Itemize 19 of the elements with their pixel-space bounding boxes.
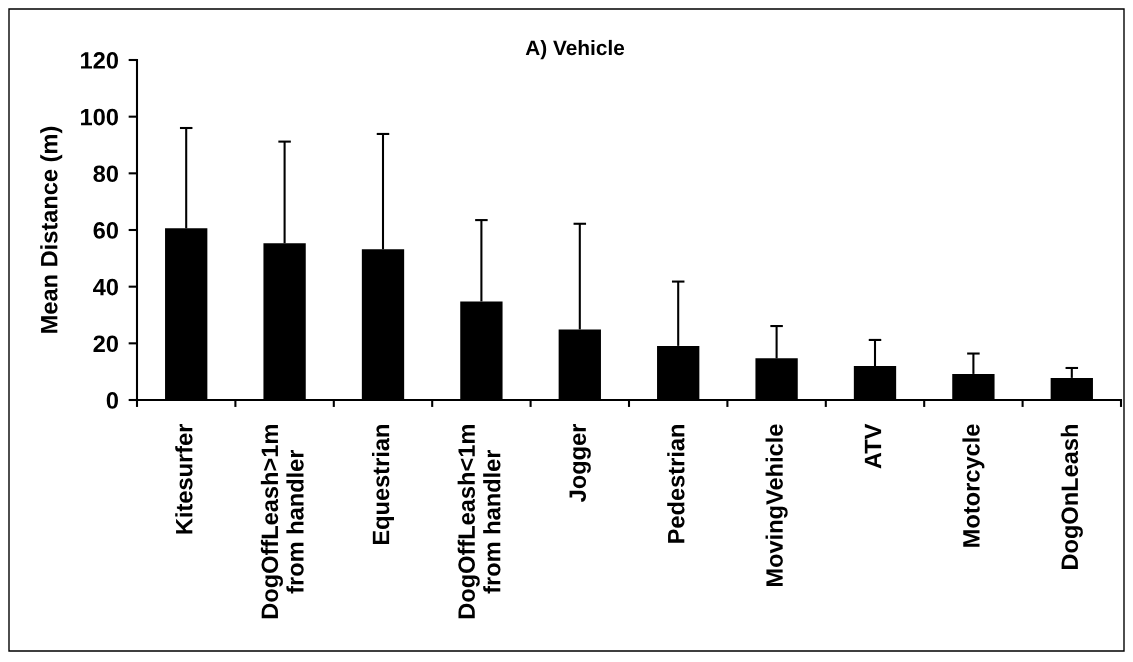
- y-tick-label: 20: [93, 335, 118, 353]
- y-tick-label: 80: [93, 165, 118, 183]
- y-tick-label: 100: [81, 108, 118, 126]
- y-tick-label: 60: [93, 222, 118, 239]
- x-tick-label: DogOffLeash<1m from handler: [457, 425, 501, 619]
- y-tick-label: 0: [106, 392, 118, 409]
- y-tick-label: 120: [81, 52, 118, 69]
- x-tick-label: Equestrian: [371, 425, 395, 545]
- y-tick-label: 40: [93, 278, 118, 296]
- x-tick-label: MovingVehicle: [765, 424, 788, 587]
- x-tick-label: Kitesurfer: [175, 423, 193, 534]
- x-tick-label: DogOffLeash>1m from handler: [260, 425, 304, 619]
- x-tick-label: Pedestrian: [667, 425, 685, 543]
- y-axis-title: Mean Distance (m): [40, 126, 63, 333]
- x-tick-label: ATV: [864, 423, 882, 469]
- x-tick-label: DogOnLeash: [1060, 425, 1083, 569]
- chart-title: A) Vehicle: [525, 39, 625, 60]
- x-tick-label: Jogger: [569, 423, 591, 502]
- x-tick-label: Motorcycle: [962, 424, 985, 547]
